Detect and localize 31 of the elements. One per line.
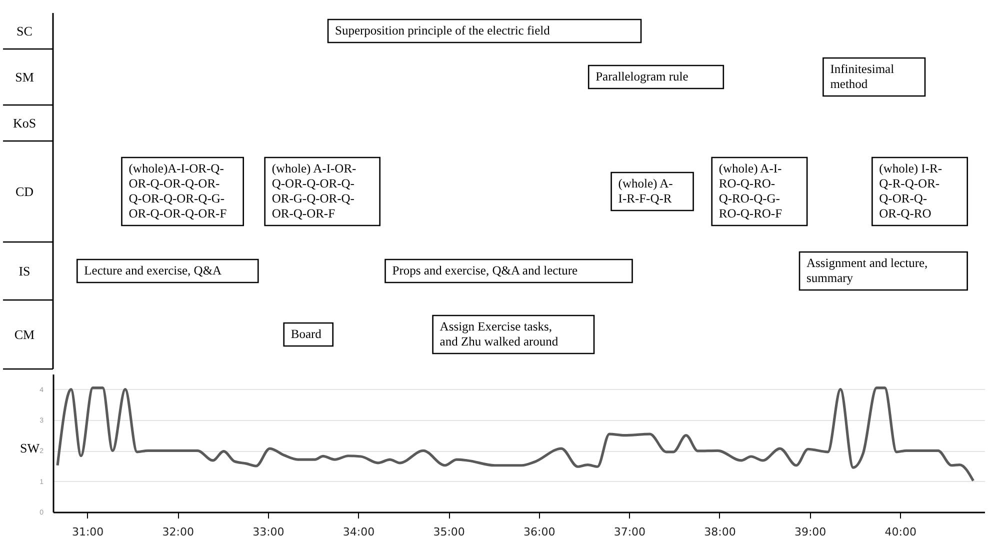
category-label: CM — [14, 327, 35, 342]
x-tick-label: 31:00 — [72, 526, 104, 538]
x-tick-label: 33:00 — [252, 526, 284, 538]
category-label: IS — [18, 264, 30, 278]
text: (whole)A-I-OR-Q- OR-Q-OR-Q-OR- Q-OR-Q-OR-Q-G- OR-Q-OR-Q-OR-F — [128, 162, 227, 220]
line-series — [56, 386, 975, 482]
x-tick-label: 40:00 — [884, 526, 916, 538]
text: Infinitesimal method — [830, 62, 895, 91]
x-tick-label: 36:00 — [524, 526, 556, 538]
text: Assignment and lecture, summary — [806, 256, 928, 285]
category-label: CD — [15, 184, 34, 199]
y-axis-title: SW — [20, 440, 40, 456]
text: Props and exercise, Q&A and lecture — [392, 264, 578, 278]
text: Lecture and exercise, Q&A — [84, 264, 222, 278]
x-tick-label: 37:00 — [614, 526, 646, 538]
category-label: SC — [16, 24, 32, 38]
x-tick-label: 34:00 — [342, 526, 375, 538]
text: Assign Exercise tasks, and Zhu walked around — [440, 320, 559, 348]
text: Superposition principle of the electric field — [335, 24, 551, 38]
category-label: KoS — [12, 116, 36, 130]
text: (whole) A-I- RO-Q-RO- Q-RO-Q-G- RO-Q-RO-F — [718, 162, 782, 220]
text: (whole) A-I-OR- Q-OR-Q-OR-Q- OR-G-Q-OR-Q- OR-Q-OR-F — [272, 162, 356, 220]
text: Board — [290, 327, 322, 341]
text: (whole) A- I-R-F-Q-R — [618, 176, 673, 206]
text: (whole) I-R- Q-R-Q-OR- Q-OR-Q- OR-Q-RO — [879, 162, 942, 220]
x-tick-label: 35:00 — [433, 526, 465, 538]
text: Parallelogram rule — [596, 70, 689, 84]
x-tick-label: 38:00 — [704, 526, 736, 538]
category-label: SM — [15, 70, 34, 84]
x-tick-label: 39:00 — [794, 526, 826, 538]
x-tick-label: 32:00 — [162, 526, 194, 538]
